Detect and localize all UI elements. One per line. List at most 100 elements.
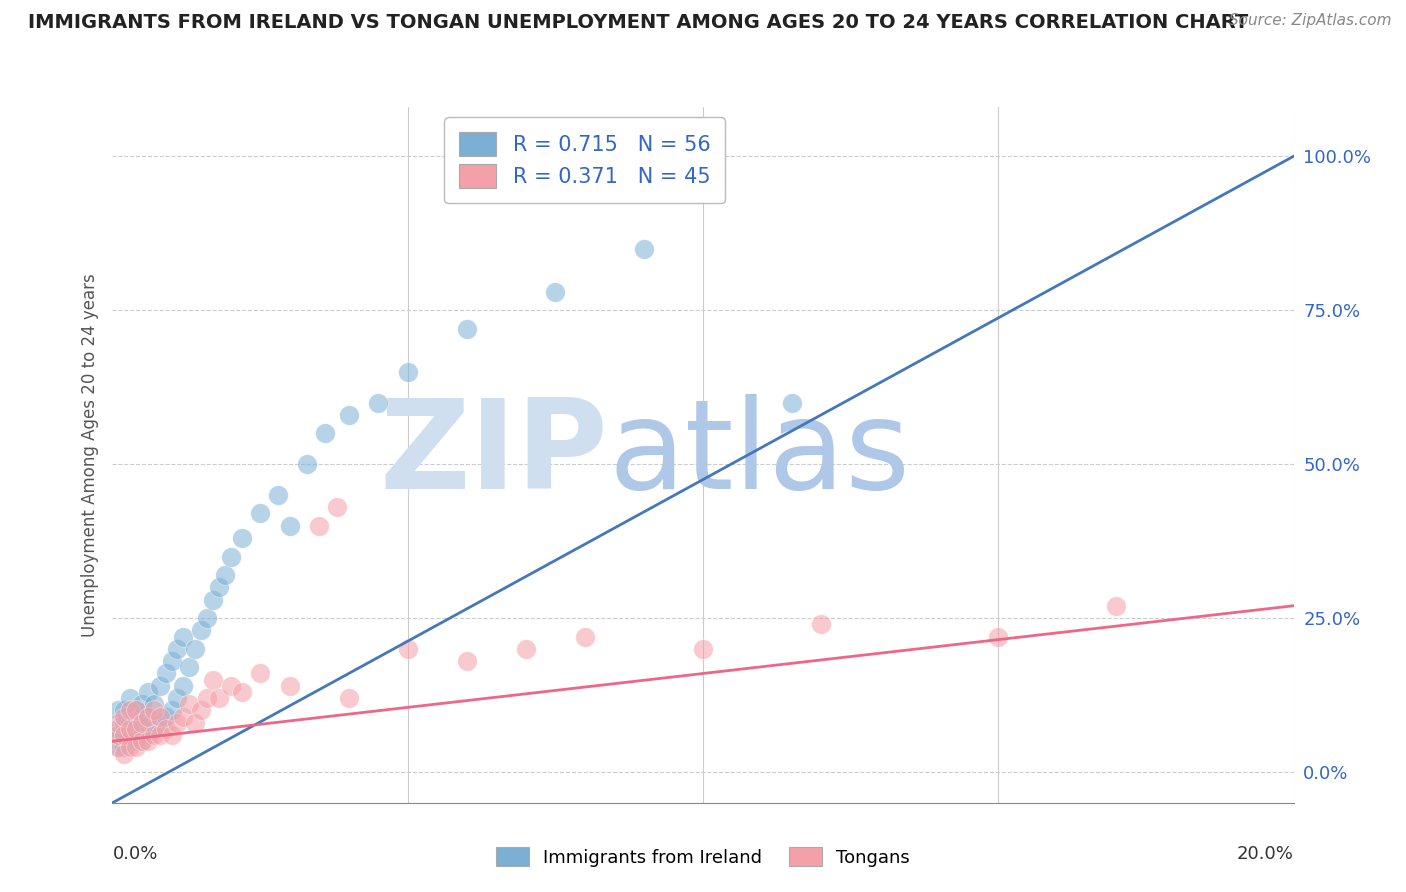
Point [214,568,236,582]
Point [633,242,655,256]
Point [184,715,207,730]
Point [112,740,135,755]
Point [125,703,148,717]
Point [456,321,478,335]
Point [208,580,231,594]
Legend: R = 0.715   N = 56, R = 0.371   N = 45: R = 0.715 N = 56, R = 0.371 N = 45 [444,118,725,203]
Point [308,518,330,533]
Point [107,740,129,755]
Point [125,703,148,717]
Point [125,715,148,730]
Point [125,740,148,755]
Point [314,426,336,441]
Point [219,549,242,564]
Point [112,747,135,761]
Point [544,285,567,299]
Point [131,715,153,730]
Point [337,408,360,422]
Point [131,722,153,736]
Point [195,611,218,625]
Point [131,709,153,723]
Point [208,691,231,706]
Point [155,709,177,723]
Point [136,728,159,742]
Point [160,703,183,717]
Point [780,395,803,409]
Point [107,722,129,736]
Point [120,722,142,736]
Point [149,715,172,730]
Text: Source: ZipAtlas.com: Source: ZipAtlas.com [1229,13,1392,29]
Point [136,709,159,723]
Point [195,691,218,706]
Point [120,740,142,755]
Point [160,654,183,668]
Point [396,365,419,379]
Point [142,703,165,717]
Point [179,698,201,712]
Point [131,734,153,748]
Point [367,395,389,409]
Point [142,698,165,712]
Point [172,679,194,693]
Point [136,709,159,723]
Point [810,617,832,632]
Point [155,666,177,681]
Point [131,734,153,748]
Point [297,457,319,471]
Point [136,734,159,748]
Point [278,518,301,533]
Point [166,691,188,706]
Point [120,715,142,730]
Point [190,703,212,717]
Point [179,660,201,674]
Point [107,728,129,742]
Point [160,728,183,742]
Point [112,709,135,723]
Point [1105,599,1128,613]
Point [231,685,253,699]
Point [396,641,419,656]
Point [120,722,142,736]
Text: 20.0%: 20.0% [1237,845,1294,863]
Point [219,679,242,693]
Text: atlas: atlas [609,394,911,516]
Point [278,679,301,693]
Text: IMMIGRANTS FROM IRELAND VS TONGAN UNEMPLOYMENT AMONG AGES 20 TO 24 YEARS CORRELA: IMMIGRANTS FROM IRELAND VS TONGAN UNEMPL… [28,13,1249,32]
Point [120,703,142,717]
Point [112,728,135,742]
Point [112,728,135,742]
Point [249,507,271,521]
Y-axis label: Unemployment Among Ages 20 to 24 years: Unemployment Among Ages 20 to 24 years [80,273,98,637]
Point [120,734,142,748]
Point [112,715,135,730]
Point [166,641,188,656]
Point [267,488,290,502]
Point [337,691,360,706]
Point [107,728,129,742]
Point [125,722,148,736]
Point [231,531,253,545]
Point [190,624,212,638]
Point [574,630,596,644]
Point [166,715,188,730]
Point [326,500,349,515]
Point [692,641,714,656]
Legend: Immigrants from Ireland, Tongans: Immigrants from Ireland, Tongans [489,840,917,874]
Point [136,685,159,699]
Point [201,673,224,687]
Point [515,641,537,656]
Text: ZIP: ZIP [380,394,609,516]
Point [155,722,177,736]
Point [107,740,129,755]
Point [172,709,194,723]
Point [987,630,1010,644]
Point [112,703,135,717]
Point [149,679,172,693]
Point [120,691,142,706]
Point [201,592,224,607]
Point [131,698,153,712]
Point [107,703,129,717]
Point [172,630,194,644]
Point [142,722,165,736]
